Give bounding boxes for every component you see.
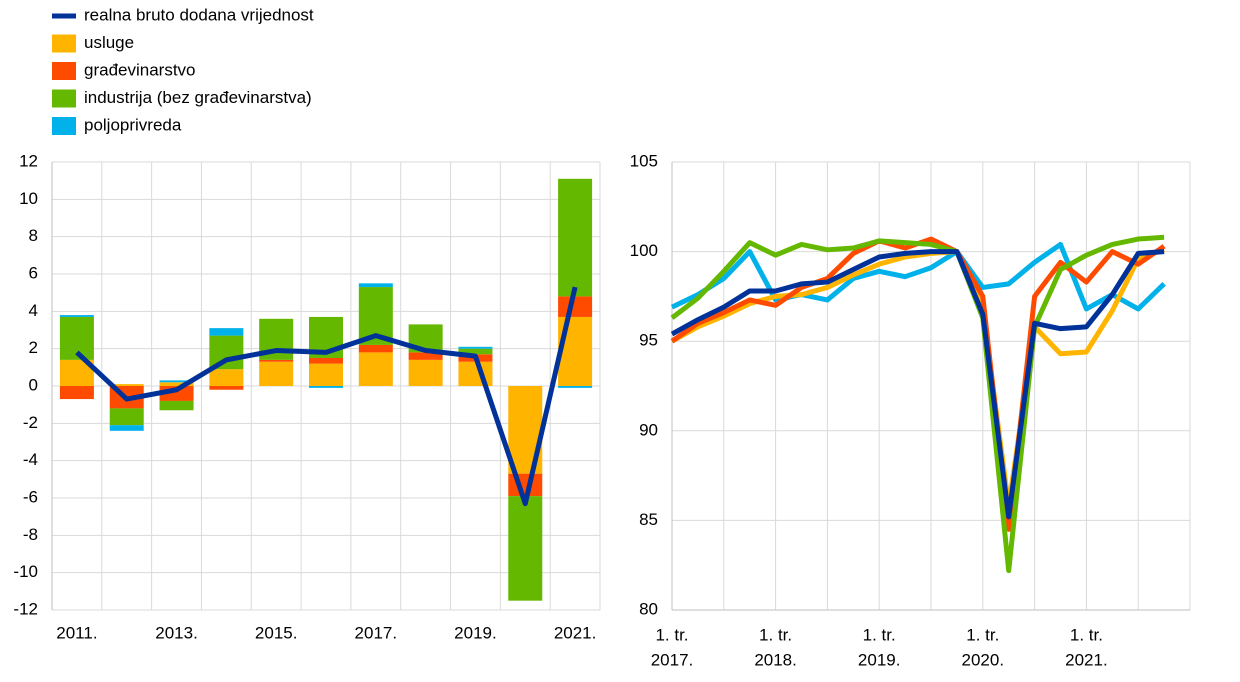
y-tick-label: 100 — [630, 241, 658, 260]
bar-segment — [458, 346, 493, 349]
bar-segment — [109, 408, 144, 426]
x-tick-label: 1. tr. — [966, 625, 999, 644]
x-tick-label: 2017. — [355, 623, 398, 642]
line — [670, 247, 1165, 509]
bar-segment — [259, 359, 294, 362]
y-tick-label: -6 — [23, 487, 38, 506]
x-tick-label: 2018. — [754, 650, 797, 669]
x-tick-label: 2019. — [454, 623, 497, 642]
y-tick-label: 8 — [29, 226, 38, 245]
y-tick-label: 95 — [639, 331, 658, 350]
x-tick-label: 2013. — [155, 623, 198, 642]
bar-segment — [558, 386, 593, 388]
bar-segment — [259, 361, 294, 386]
y-tick-label: 90 — [639, 420, 658, 439]
y-tick-label: 2 — [29, 338, 38, 357]
bar-segment — [309, 386, 343, 388]
y-tick-label: 4 — [29, 301, 38, 320]
line — [670, 249, 1165, 520]
y-tick-label: -4 — [23, 450, 38, 469]
x-tick-label: 1. tr. — [1070, 625, 1103, 644]
line — [670, 234, 1165, 574]
legend-swatch — [52, 89, 76, 108]
x-tick-label: 2017. — [651, 650, 694, 669]
bar-segment — [458, 361, 493, 386]
legend-label: usluge — [84, 33, 134, 52]
x-tick-label: 1. tr. — [655, 625, 688, 644]
bar-segment — [159, 380, 194, 383]
legend-label: građevinarstvo — [84, 60, 196, 79]
bar-segment — [408, 359, 443, 386]
bar-segment — [209, 335, 244, 370]
line — [670, 241, 1166, 312]
y-tick-label: 12 — [19, 151, 38, 170]
bar-segment — [109, 384, 144, 386]
y-tick-label: -8 — [23, 525, 38, 544]
bar-segment — [309, 363, 343, 386]
y-tick-label: -2 — [23, 413, 38, 432]
bar-segment — [309, 358, 343, 364]
bar-segment — [159, 400, 194, 411]
y-tick-label: 0 — [29, 375, 38, 394]
legend-swatch — [52, 62, 76, 80]
legend-label: industrija (bez građevinarstva) — [84, 88, 312, 107]
bar-segment — [408, 352, 443, 360]
x-tick-label: 1. tr. — [759, 625, 792, 644]
y-tick-label: 85 — [639, 510, 658, 529]
bar-segment — [59, 386, 94, 400]
bar-segment — [209, 369, 244, 386]
line — [670, 236, 1166, 532]
legend-swatch — [52, 34, 76, 53]
x-tick-label: 2015. — [255, 623, 298, 642]
y-tick-label: 10 — [19, 189, 38, 208]
y-tick-label: -10 — [13, 562, 38, 581]
x-tick-label: 2021. — [554, 623, 597, 642]
x-tick-label: 2020. — [962, 650, 1005, 669]
bar-segment — [558, 178, 593, 297]
bar-segment — [159, 382, 194, 386]
x-tick-label: 2021. — [1065, 650, 1108, 669]
bar-segment — [358, 344, 393, 353]
x-tick-label: 2019. — [858, 650, 901, 669]
legend-label: realna bruto dodana vrijednost — [84, 5, 314, 24]
bar-segment — [59, 315, 94, 317]
y-tick-label: 80 — [639, 599, 658, 618]
bar-segment — [558, 316, 593, 386]
bar-segment — [458, 348, 493, 355]
legend-label: poljoprivreda — [84, 115, 182, 134]
bar-segment — [508, 496, 543, 601]
legend-swatch — [52, 117, 76, 135]
bar-segment — [209, 328, 244, 336]
bar-segment — [358, 283, 393, 288]
bar-segment — [358, 352, 393, 386]
bar-segment — [558, 296, 593, 317]
bar-segment — [109, 425, 144, 431]
x-tick-label: 2011. — [56, 623, 97, 642]
y-tick-label: 6 — [29, 263, 38, 282]
y-tick-label: 105 — [630, 151, 658, 170]
line — [75, 286, 578, 507]
bar-segment — [209, 386, 244, 390]
x-tick-label: 1. tr. — [863, 625, 896, 644]
y-tick-label: -12 — [13, 599, 38, 618]
